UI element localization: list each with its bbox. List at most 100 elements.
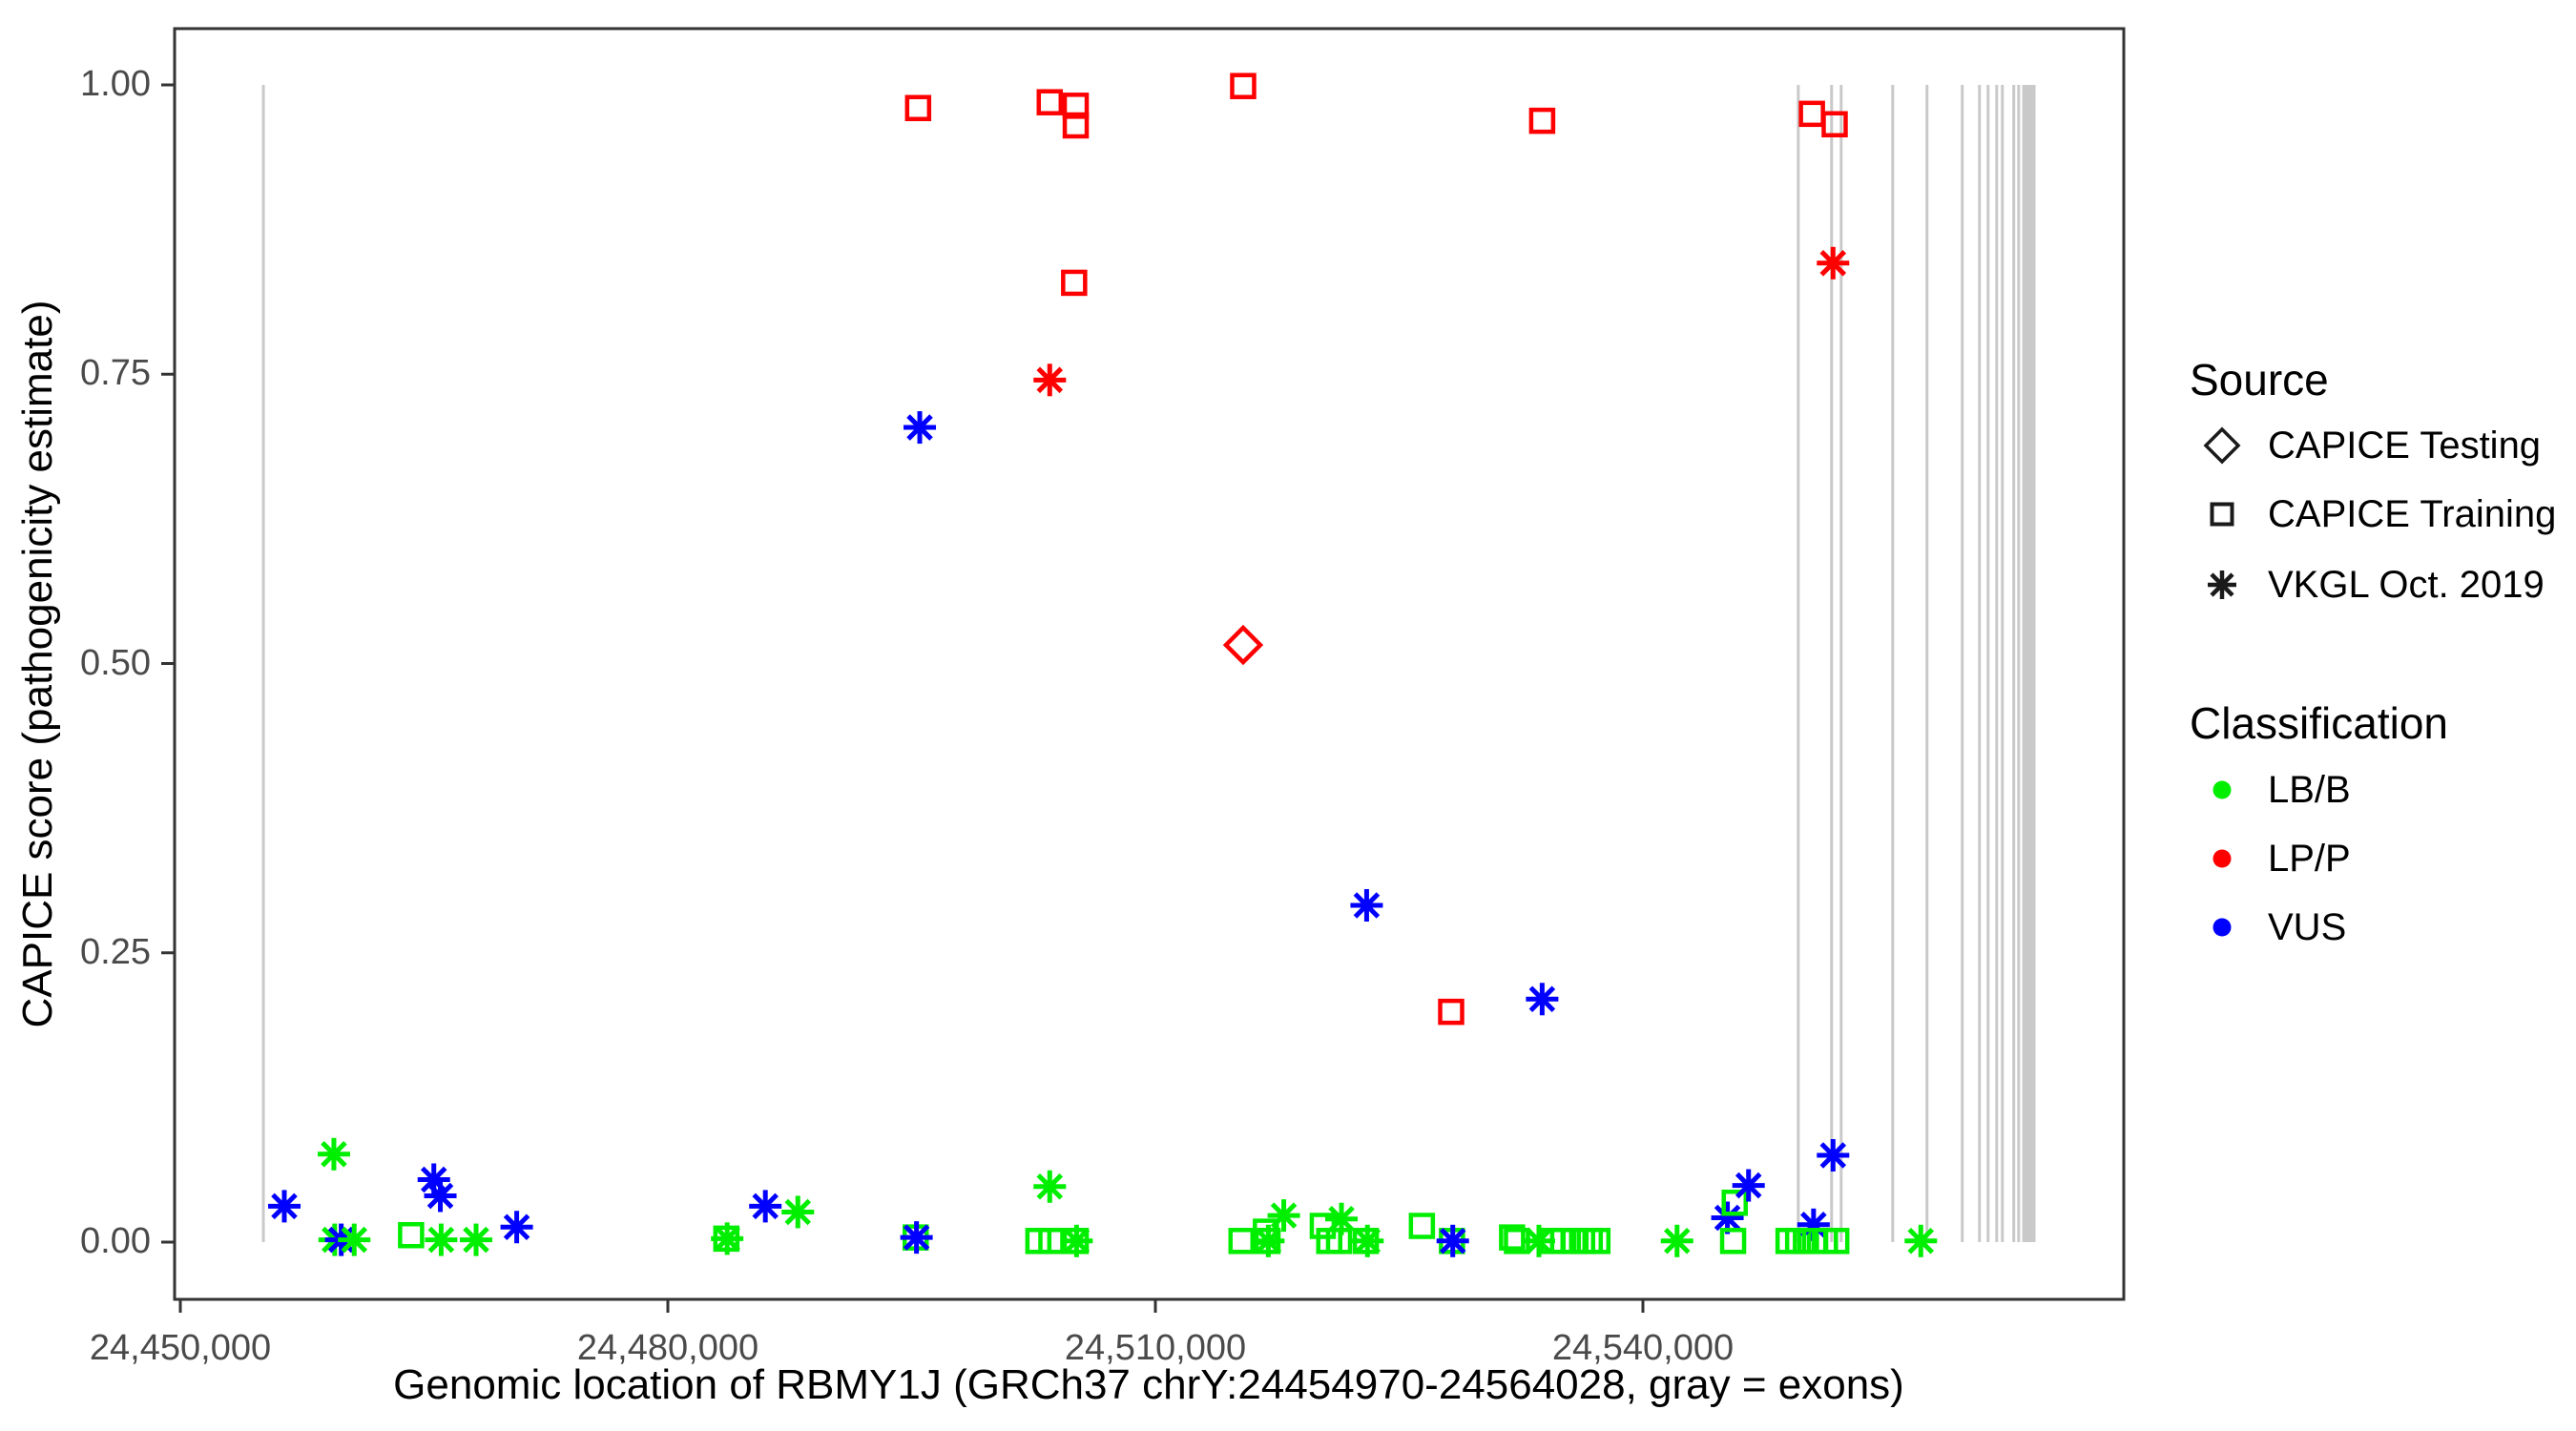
legend-source-title: Source — [2190, 355, 2329, 404]
data-point-asterisk — [900, 1221, 933, 1255]
asterisk-stroke — [1036, 1173, 1064, 1200]
data-point-square — [1438, 998, 1465, 1026]
data-point-square — [1036, 89, 1064, 115]
asterisk-stroke — [427, 1226, 455, 1254]
data-point-square — [1821, 111, 1848, 137]
data-point-square — [1798, 100, 1825, 128]
data-point-square — [1499, 1224, 1526, 1251]
data-point-asterisk — [425, 1223, 458, 1256]
asterisk-stroke — [1328, 1205, 1355, 1233]
asterisk-stroke — [1270, 1202, 1298, 1229]
legend-item-vus: VUS — [2190, 904, 2346, 950]
diamond-icon — [2203, 426, 2241, 465]
asterisk-stroke — [1255, 1228, 1282, 1255]
data-point-asterisk — [317, 1137, 350, 1171]
asterisk-stroke — [906, 414, 933, 441]
data-point-asterisk — [1817, 1139, 1850, 1172]
y-tick-label: 1.00 — [80, 64, 151, 104]
y-axis-title: CAPICE score (pathogenicity estimate) — [14, 300, 61, 1028]
asterisk-stroke — [420, 1166, 447, 1193]
data-point-square — [1528, 107, 1556, 135]
asterisk-stroke — [1439, 1228, 1466, 1255]
legend-item-capice-testing: CAPICE Testing — [2190, 423, 2541, 468]
data-point-asterisk — [268, 1190, 301, 1223]
data-point-square — [1576, 1228, 1604, 1255]
asterisk-stroke — [341, 1226, 368, 1254]
legend-item-label: VKGL Oct. 2019 — [2268, 563, 2545, 606]
asterisk-stroke — [1714, 1204, 1741, 1232]
y-tick-label: 0.75 — [80, 353, 151, 394]
data-point-asterisk — [1325, 1202, 1359, 1235]
data-point-asterisk — [1817, 246, 1850, 280]
asterisk-stroke — [714, 1225, 740, 1253]
data-point-asterisk — [1060, 1224, 1093, 1257]
y-tick-label: 0.00 — [80, 1221, 151, 1261]
legend-item-label: CAPICE Testing — [2268, 424, 2542, 467]
x-tick-label: 24,540,000 — [1551, 1328, 1735, 1368]
data-point-square — [1325, 1228, 1353, 1255]
asterisk-stroke — [1907, 1228, 1935, 1255]
y-tick-label: 0.50 — [80, 642, 151, 683]
data-point-square — [1061, 269, 1088, 297]
asterisk-stroke — [1819, 1142, 1847, 1169]
x-axis-title: Genomic location of RBMY1J (GRCh37 chrY:… — [393, 1361, 1904, 1408]
asterisk-stroke — [1526, 1228, 1552, 1255]
data-point-asterisk — [1522, 1224, 1555, 1257]
data-point-asterisk — [904, 411, 937, 445]
data-point-asterisk — [424, 1179, 457, 1213]
asterisk-stroke — [271, 1192, 298, 1220]
legend-item-lbb: LB/B — [2190, 767, 2351, 813]
asterisk-stroke — [1036, 366, 1064, 394]
data-point-asterisk — [1351, 1224, 1384, 1257]
asterisk-stroke — [1819, 250, 1847, 277]
data-point-asterisk — [749, 1190, 782, 1223]
dot-icon — [2212, 849, 2232, 868]
square-icon — [2210, 502, 2234, 527]
data-point-square — [1584, 1228, 1611, 1255]
data-point-asterisk — [500, 1211, 533, 1244]
data-point-asterisk — [1033, 363, 1067, 397]
asterisk-stroke — [1063, 1228, 1091, 1255]
legend-item-vkgl: VKGL Oct. 2019 — [2190, 562, 2545, 608]
asterisk-stroke — [1528, 985, 1556, 1013]
x-tick-label: 24,480,000 — [576, 1328, 759, 1368]
data-point-asterisk — [1252, 1224, 1285, 1257]
data-point-square — [1230, 73, 1257, 99]
legend-item-label: LP/P — [2268, 837, 2351, 880]
data-point-asterisk — [1033, 1170, 1067, 1203]
data-point-square — [1228, 1228, 1256, 1255]
legend-item-label: VUS — [2268, 905, 2347, 948]
asterisk-stroke — [752, 1192, 779, 1220]
data-point-asterisk — [1732, 1169, 1765, 1202]
asterisk-stroke — [903, 1224, 930, 1251]
asterisk-icon — [2208, 570, 2236, 599]
data-point-square — [1062, 112, 1090, 139]
data-point-asterisk — [460, 1223, 493, 1256]
data-point-asterisk — [1526, 983, 1559, 1016]
asterisk-stroke — [1735, 1172, 1762, 1199]
data-point-asterisk — [1904, 1224, 1938, 1257]
data-point-square — [1062, 93, 1090, 119]
data-point-asterisk — [1267, 1199, 1300, 1233]
data-point-asterisk — [1660, 1224, 1693, 1257]
data-point-asterisk — [1436, 1224, 1469, 1257]
data-point-asterisk — [711, 1222, 744, 1255]
asterisk-stroke — [426, 1182, 454, 1210]
asterisk-stroke — [321, 1141, 347, 1168]
legend-item-label: CAPICE Training — [2268, 492, 2557, 535]
data-point-asterisk — [781, 1195, 815, 1229]
y-tick-label: 0.25 — [80, 931, 151, 972]
x-tick-label: 24,450,000 — [89, 1328, 272, 1368]
data-point-asterisk — [338, 1223, 371, 1256]
asterisk-stroke — [463, 1226, 489, 1254]
legend-item-capice-training: CAPICE Training — [2190, 491, 2556, 537]
asterisk-stroke — [503, 1213, 530, 1240]
asterisk-stroke — [1354, 1228, 1381, 1255]
data-point-square — [1721, 1190, 1748, 1216]
data-point-square — [1822, 1228, 1850, 1255]
dot-icon — [2212, 780, 2232, 799]
asterisk-stroke — [784, 1198, 812, 1226]
dot-icon — [2212, 918, 2232, 937]
